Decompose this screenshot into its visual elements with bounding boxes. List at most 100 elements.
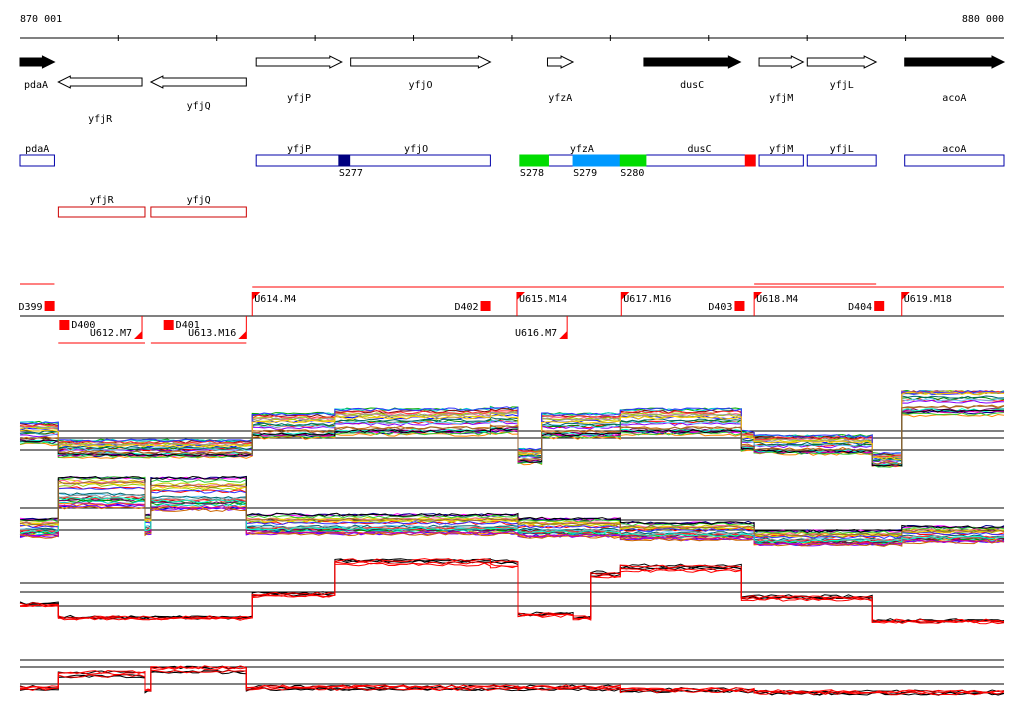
promoter-flag — [621, 292, 630, 300]
expression-profile-line — [19, 505, 1005, 547]
coordinate-axis: 870 001 880 000 — [20, 14, 1004, 41]
expression-profile-line — [19, 558, 1005, 623]
gene-arrow-acoA[interactable] — [904, 55, 1006, 69]
unit-label: U612.M7 — [90, 328, 132, 339]
gene-label: yfjP — [287, 93, 311, 104]
segment-fwd-yfjP[interactable] — [255, 154, 343, 167]
segment-label: yfjM — [769, 144, 793, 155]
segment-label: pdaA — [25, 144, 49, 155]
terminator-marker — [59, 320, 70, 330]
site-label: S279 — [573, 168, 597, 179]
unit-label: U618.M4 — [756, 294, 798, 305]
expression-profile-line — [19, 559, 1005, 623]
gene-arrow-yfjM[interactable] — [758, 55, 805, 69]
gene-label: yfjO — [408, 80, 432, 91]
promoter-flag — [238, 331, 247, 339]
segment-fwd-yfjL[interactable] — [806, 154, 877, 167]
site-box[interactable] — [619, 154, 647, 167]
axis-ticks — [117, 35, 907, 41]
gene-label: yfjL — [830, 80, 854, 91]
expression-panel-1 — [19, 389, 1005, 468]
gene-arrow-yfjQ[interactable] — [149, 75, 247, 89]
promoter-flag — [754, 292, 763, 300]
segment-label: yfjR — [90, 195, 115, 206]
gene-arrow-yfjP[interactable] — [255, 55, 343, 69]
axis-start-label: 870 001 — [20, 14, 62, 25]
expression-profile-line — [19, 665, 1005, 694]
expression-profile-line — [19, 670, 1005, 696]
gene-arrow-yfjL[interactable] — [806, 55, 878, 69]
segment-label: yfzA — [570, 144, 594, 155]
terminator-marker — [163, 320, 174, 330]
segment-fwd-dusC[interactable] — [643, 154, 756, 167]
expression-profile-line — [19, 475, 1005, 534]
unit-label: U616.M7 — [515, 328, 557, 339]
segment-rev-yfjQ[interactable] — [150, 206, 247, 218]
gene-arrow-yfjR[interactable] — [57, 75, 143, 89]
segment-track: pdaA yfjP yfjO yfzA dusC yfjM yfjL acoA yfjR yfjQ… — [19, 144, 1005, 218]
expression-profile-line — [19, 476, 1005, 535]
gene-label: yfjR — [88, 114, 113, 125]
expression-profile-line — [19, 562, 1005, 625]
gene-label: yfjM — [769, 93, 793, 104]
expression-profile-line — [19, 391, 1005, 461]
expression-profile-line — [19, 492, 1005, 542]
unit-label: D399 — [19, 302, 43, 313]
expression-profile-line — [19, 480, 1005, 537]
site-box[interactable] — [572, 154, 621, 167]
expression-profile-line — [19, 405, 1005, 466]
segment-fwd-pdaA[interactable] — [19, 154, 55, 167]
gene-label: acoA — [942, 93, 966, 104]
terminator-marker — [874, 301, 885, 311]
expression-profile-line — [19, 500, 1005, 545]
promoter-flag — [559, 331, 568, 339]
site-label: S278 — [520, 168, 544, 179]
segment-label: yfjP — [287, 144, 311, 155]
transcription-unit-track: D399 U614.M4 D402 U615.M14 U617.M16 D403 U618.… — [19, 283, 1004, 344]
site-label: S280 — [620, 168, 644, 179]
unit-label: U617.M16 — [623, 294, 671, 305]
unit-label: D404 — [848, 302, 872, 313]
promoter-flag — [516, 292, 525, 300]
promoter-flag — [252, 292, 261, 300]
expression-panel-4 — [19, 659, 1005, 696]
segment-fwd-acoA[interactable] — [904, 154, 1005, 167]
terminator-marker — [480, 301, 491, 311]
segment-label: dusC — [687, 144, 711, 155]
expression-panel-2 — [19, 475, 1005, 547]
axis-end-label: 880 000 — [962, 14, 1004, 25]
promoter-flag — [901, 292, 910, 300]
expression-tracks — [19, 389, 1005, 696]
unit-label: U614.M4 — [254, 294, 296, 305]
segment-fwd-yfjM[interactable] — [758, 154, 804, 167]
expression-panel-3 — [19, 558, 1005, 625]
expression-profile-line — [19, 495, 1005, 544]
segment-label: acoA — [942, 144, 966, 155]
site-box[interactable] — [519, 154, 549, 167]
gene-label: yfjQ — [187, 101, 211, 112]
site-box[interactable] — [744, 154, 756, 167]
gene-arrow-yfzA[interactable] — [546, 55, 575, 69]
segment-fwd-yfjO[interactable] — [341, 154, 491, 167]
unit-label: D403 — [708, 302, 732, 313]
gene-label: yfzA — [548, 93, 572, 104]
segment-rev-yfjR[interactable] — [57, 206, 146, 218]
terminator-marker — [734, 301, 745, 311]
gene-arrow-dusC[interactable] — [643, 55, 742, 69]
unit-label: D400 — [71, 320, 95, 331]
unit-label: D401 — [176, 320, 200, 331]
gene-label: pdaA — [24, 80, 48, 91]
segment-label: yfjQ — [187, 195, 211, 206]
segment-label: yfjL — [830, 144, 854, 155]
gene-annotation-track: pdaA yfjR yfjQ yfjP yfjO yfzA dusC yfjM yfjL acoA — [19, 55, 1006, 125]
unit-label: U619.M18 — [904, 294, 952, 305]
gene-arrow-yfjO[interactable] — [350, 55, 492, 69]
expression-profile-line — [20, 666, 1005, 694]
site-box[interactable] — [338, 154, 351, 167]
expression-profile-line — [19, 478, 1004, 536]
expression-profile-line — [19, 502, 1005, 546]
expression-profile-line — [19, 486, 1004, 539]
gene-arrow-pdaA[interactable] — [19, 55, 56, 69]
site-label: S277 — [339, 168, 363, 179]
